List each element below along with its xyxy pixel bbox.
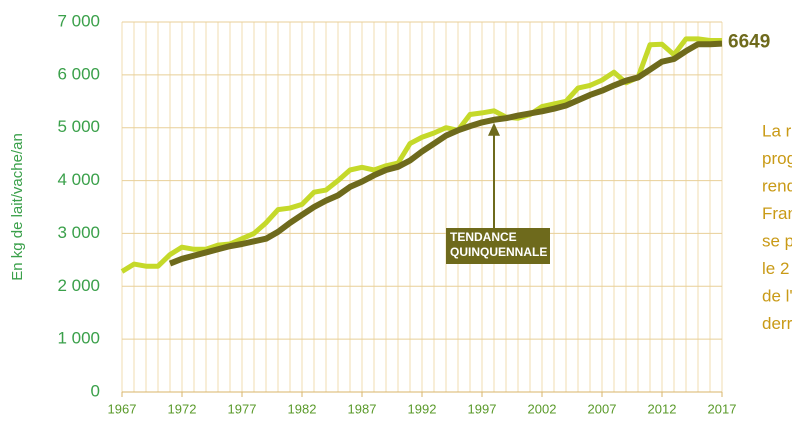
series-line <box>168 40 723 267</box>
x-tick-label: 2002 <box>528 401 557 416</box>
side-text: La re <box>762 121 792 140</box>
x-tick-label: 2017 <box>708 401 737 416</box>
end-label: 6649 <box>728 32 770 53</box>
side-text: rend <box>762 176 792 195</box>
annotation-box <box>446 228 550 264</box>
x-tick-label: 1967 <box>108 401 137 416</box>
side-text: se p <box>762 231 792 250</box>
y-axis-label: En kg de lait/vache/an <box>9 133 26 281</box>
y-tick-label: 7 000 <box>57 11 100 30</box>
x-tick-label: 2007 <box>588 401 617 416</box>
arrow-head <box>488 122 500 136</box>
x-tick-label: 2012 <box>648 401 677 416</box>
y-tick-label: 1 000 <box>57 329 100 348</box>
y-tick-label: 6 000 <box>57 64 100 83</box>
x-tick-label: 1997 <box>468 401 497 416</box>
y-tick-label: 4 000 <box>57 170 100 189</box>
side-text: prog <box>762 149 792 168</box>
x-tick-label: 1977 <box>228 401 257 416</box>
y-tick-label: 0 <box>91 381 100 400</box>
side-text: derr <box>762 314 792 333</box>
side-text: le 2 <box>762 259 789 278</box>
y-tick-label: 3 000 <box>57 223 100 242</box>
x-tick-label: 1992 <box>408 401 437 416</box>
x-tick-label: 1972 <box>168 401 197 416</box>
annotation-text: QUINQUENNALE <box>450 245 547 259</box>
side-text: Fran <box>762 204 792 223</box>
x-tick-label: 1982 <box>288 401 317 416</box>
x-tick-label: 1987 <box>348 401 377 416</box>
side-text: de l' <box>762 286 792 305</box>
annotation-text: TENDANCE <box>450 230 517 244</box>
y-tick-label: 5 000 <box>57 117 100 136</box>
y-tick-label: 2 000 <box>57 276 100 295</box>
